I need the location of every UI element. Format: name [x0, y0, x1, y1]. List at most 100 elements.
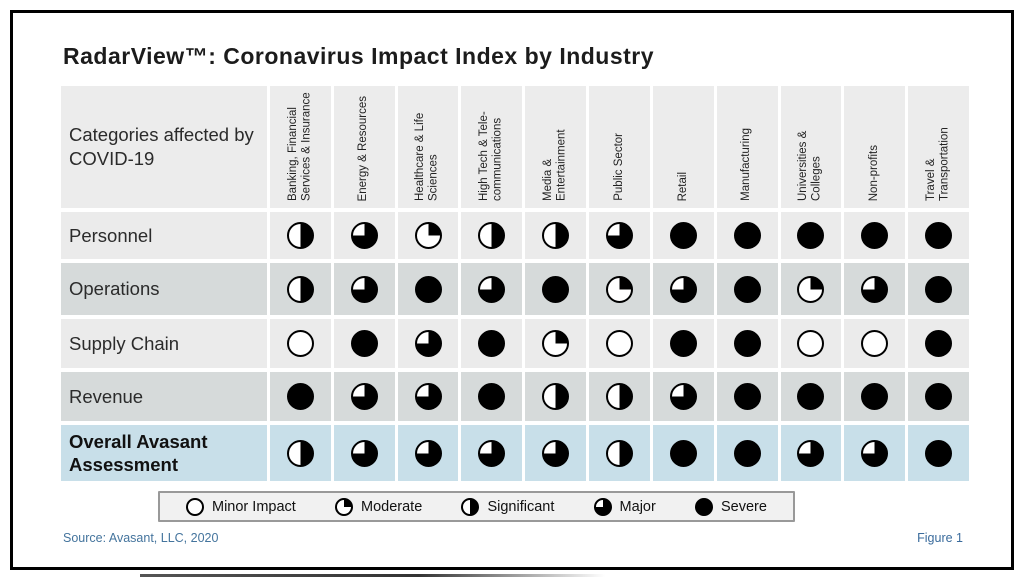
column-header: Banking, Financial Services & Insurance: [270, 86, 331, 208]
severe-impact-icon: [733, 275, 761, 303]
major-impact-icon: [350, 222, 378, 249]
impact-table: Categories affected by COVID-19 Banking, …: [61, 86, 969, 481]
legend-item: Moderate: [335, 497, 422, 516]
impact-cell: [716, 425, 778, 481]
major-impact-icon: [669, 383, 697, 410]
impact-cell: [716, 212, 778, 259]
impact-cell: [333, 319, 395, 368]
impact-cell: [461, 263, 523, 315]
column-header-label: Universities & Colleges: [797, 130, 823, 201]
impact-cell: [780, 372, 842, 421]
impact-cell: [397, 263, 459, 315]
impact-cell: [270, 263, 331, 315]
legend-item: Significant: [461, 497, 554, 516]
impact-cell: [461, 372, 523, 421]
column-header: Public Sector: [589, 86, 650, 208]
major-impact-icon: [414, 330, 442, 357]
severe-impact-icon: [797, 383, 825, 410]
impact-cell: [333, 425, 395, 481]
impact-cell: [589, 372, 650, 421]
scan-artifact: [140, 574, 605, 577]
major-impact-icon: [669, 275, 697, 303]
significant-impact-icon: [286, 275, 314, 303]
legend-label: Minor Impact: [212, 498, 296, 515]
row-label: Supply Chain: [69, 332, 180, 354]
impact-cell: [397, 425, 459, 481]
column-header-label: Public Sector: [612, 133, 625, 201]
severe-impact-icon: [733, 330, 761, 357]
impact-cell: [844, 319, 906, 368]
moderate-impact-icon: [414, 222, 442, 249]
severe-impact-icon: [861, 222, 889, 249]
impact-cell: [397, 372, 459, 421]
footer: Source: Avasant, LLC, 2020 Figure 1: [63, 531, 963, 545]
impact-cell: [844, 263, 906, 315]
row-label: Operations: [69, 278, 160, 300]
severe-impact-icon: [925, 330, 953, 357]
row-label-cell: Revenue: [61, 372, 267, 421]
minor-impact-icon: [861, 330, 889, 357]
legend-label: Major: [619, 498, 656, 515]
row-label: Overall Avasant Assessment: [69, 430, 208, 475]
major-impact-icon: [350, 383, 378, 410]
impact-cell: [780, 263, 842, 315]
impact-cell: [589, 319, 650, 368]
impact-cell: [525, 319, 587, 368]
column-header-label: Non-profits: [867, 144, 880, 201]
column-header-label: Travel & Transportation: [925, 127, 951, 201]
minor-impact-icon: [186, 497, 204, 516]
impact-cell: [908, 372, 969, 421]
column-header-label: Energy & Resources: [357, 95, 370, 201]
column-header: Non-profits: [844, 86, 906, 208]
impact-cell: [397, 319, 459, 368]
moderate-impact-icon: [797, 275, 825, 303]
severe-impact-icon: [797, 222, 825, 249]
impact-cell: [525, 425, 587, 481]
severe-impact-icon: [350, 330, 378, 357]
severe-impact-icon: [669, 439, 697, 467]
major-impact-icon: [414, 439, 442, 467]
minor-impact-icon: [286, 330, 314, 357]
severe-impact-icon: [478, 383, 506, 410]
impact-cell: [270, 319, 331, 368]
column-header-label: Banking, Financial Services & Insurance: [286, 92, 313, 201]
legend-item: Severe: [695, 497, 767, 516]
impact-cell: [780, 319, 842, 368]
severe-impact-icon: [695, 497, 713, 516]
impact-cell: [461, 212, 523, 259]
severe-impact-icon: [925, 275, 953, 303]
impact-cell: [908, 212, 969, 259]
major-impact-icon: [861, 275, 889, 303]
major-impact-icon: [414, 383, 442, 410]
severe-impact-icon: [286, 383, 314, 410]
major-impact-icon: [350, 439, 378, 467]
legend-label: Severe: [721, 498, 767, 515]
column-header: Retail: [652, 86, 714, 208]
severe-impact-icon: [861, 383, 889, 410]
major-impact-icon: [797, 439, 825, 467]
impact-cell: [780, 425, 842, 481]
severe-impact-icon: [478, 330, 506, 357]
column-header-label: Media & Entertainment: [542, 129, 568, 201]
impact-cell: [333, 263, 395, 315]
major-impact-icon: [478, 275, 506, 303]
impact-cell: [333, 372, 395, 421]
impact-cell: [270, 425, 331, 481]
severe-impact-icon: [925, 222, 953, 249]
impact-cell: [908, 319, 969, 368]
severe-impact-icon: [669, 222, 697, 249]
column-header: Manufacturing: [716, 86, 778, 208]
row-label-cell: Overall Avasant Assessment: [61, 425, 267, 481]
column-header: Media & Entertainment: [525, 86, 587, 208]
legend: Minor Impact Moderate Significant Major Seve…: [158, 491, 795, 522]
significant-impact-icon: [461, 497, 480, 516]
significant-impact-icon: [605, 439, 633, 467]
impact-cell: [844, 425, 906, 481]
row-label: Personnel: [69, 224, 153, 246]
table-corner-cell: Categories affected by COVID-19: [61, 86, 267, 208]
row-label: Revenue: [69, 385, 144, 407]
column-header: Universities & Colleges: [780, 86, 842, 208]
severe-impact-icon: [542, 275, 570, 303]
impact-cell: [270, 212, 331, 259]
row-label-cell: Personnel: [61, 212, 267, 259]
